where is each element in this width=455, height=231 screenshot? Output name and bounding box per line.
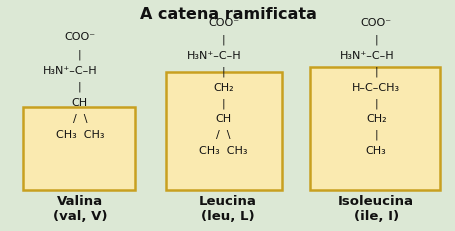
Text: Leucina
(leu, L): Leucina (leu, L) — [199, 194, 256, 222]
Text: COO⁻: COO⁻ — [64, 32, 95, 42]
Text: H₃N⁺–C–H: H₃N⁺–C–H — [339, 50, 394, 61]
Text: |: | — [374, 98, 377, 109]
Text: CH₃  CH₃: CH₃ CH₃ — [56, 129, 104, 139]
Text: /  \: / \ — [216, 129, 230, 140]
Text: H–C–CH₃: H–C–CH₃ — [351, 83, 399, 93]
Text: CH₂: CH₂ — [212, 83, 233, 93]
Text: /  \: / \ — [72, 113, 87, 123]
Text: H₃N⁺–C–H: H₃N⁺–C–H — [43, 65, 98, 76]
Text: CH₃: CH₃ — [365, 145, 386, 155]
Text: COO⁻: COO⁻ — [207, 18, 238, 28]
Text: CH₃  CH₃: CH₃ CH₃ — [199, 145, 247, 155]
Text: CH: CH — [71, 98, 88, 108]
Text: COO⁻: COO⁻ — [360, 18, 391, 28]
Text: |: | — [78, 81, 81, 92]
Text: |: | — [374, 129, 377, 140]
Text: Isoleucina
(ile, I): Isoleucina (ile, I) — [338, 194, 413, 222]
Text: A catena ramificata: A catena ramificata — [139, 7, 316, 22]
Text: Valina
(val, V): Valina (val, V) — [52, 194, 107, 222]
FancyBboxPatch shape — [165, 73, 281, 191]
Text: |: | — [374, 34, 377, 45]
Text: CH₂: CH₂ — [365, 114, 386, 124]
FancyBboxPatch shape — [23, 107, 134, 191]
FancyBboxPatch shape — [309, 68, 439, 191]
Text: |: | — [221, 66, 225, 77]
Text: |: | — [221, 34, 225, 45]
Text: H₃N⁺–C–H: H₃N⁺–C–H — [187, 50, 241, 61]
Text: |: | — [221, 98, 225, 109]
Text: |: | — [78, 49, 81, 60]
Text: CH: CH — [215, 114, 231, 124]
Text: |: | — [374, 66, 377, 77]
